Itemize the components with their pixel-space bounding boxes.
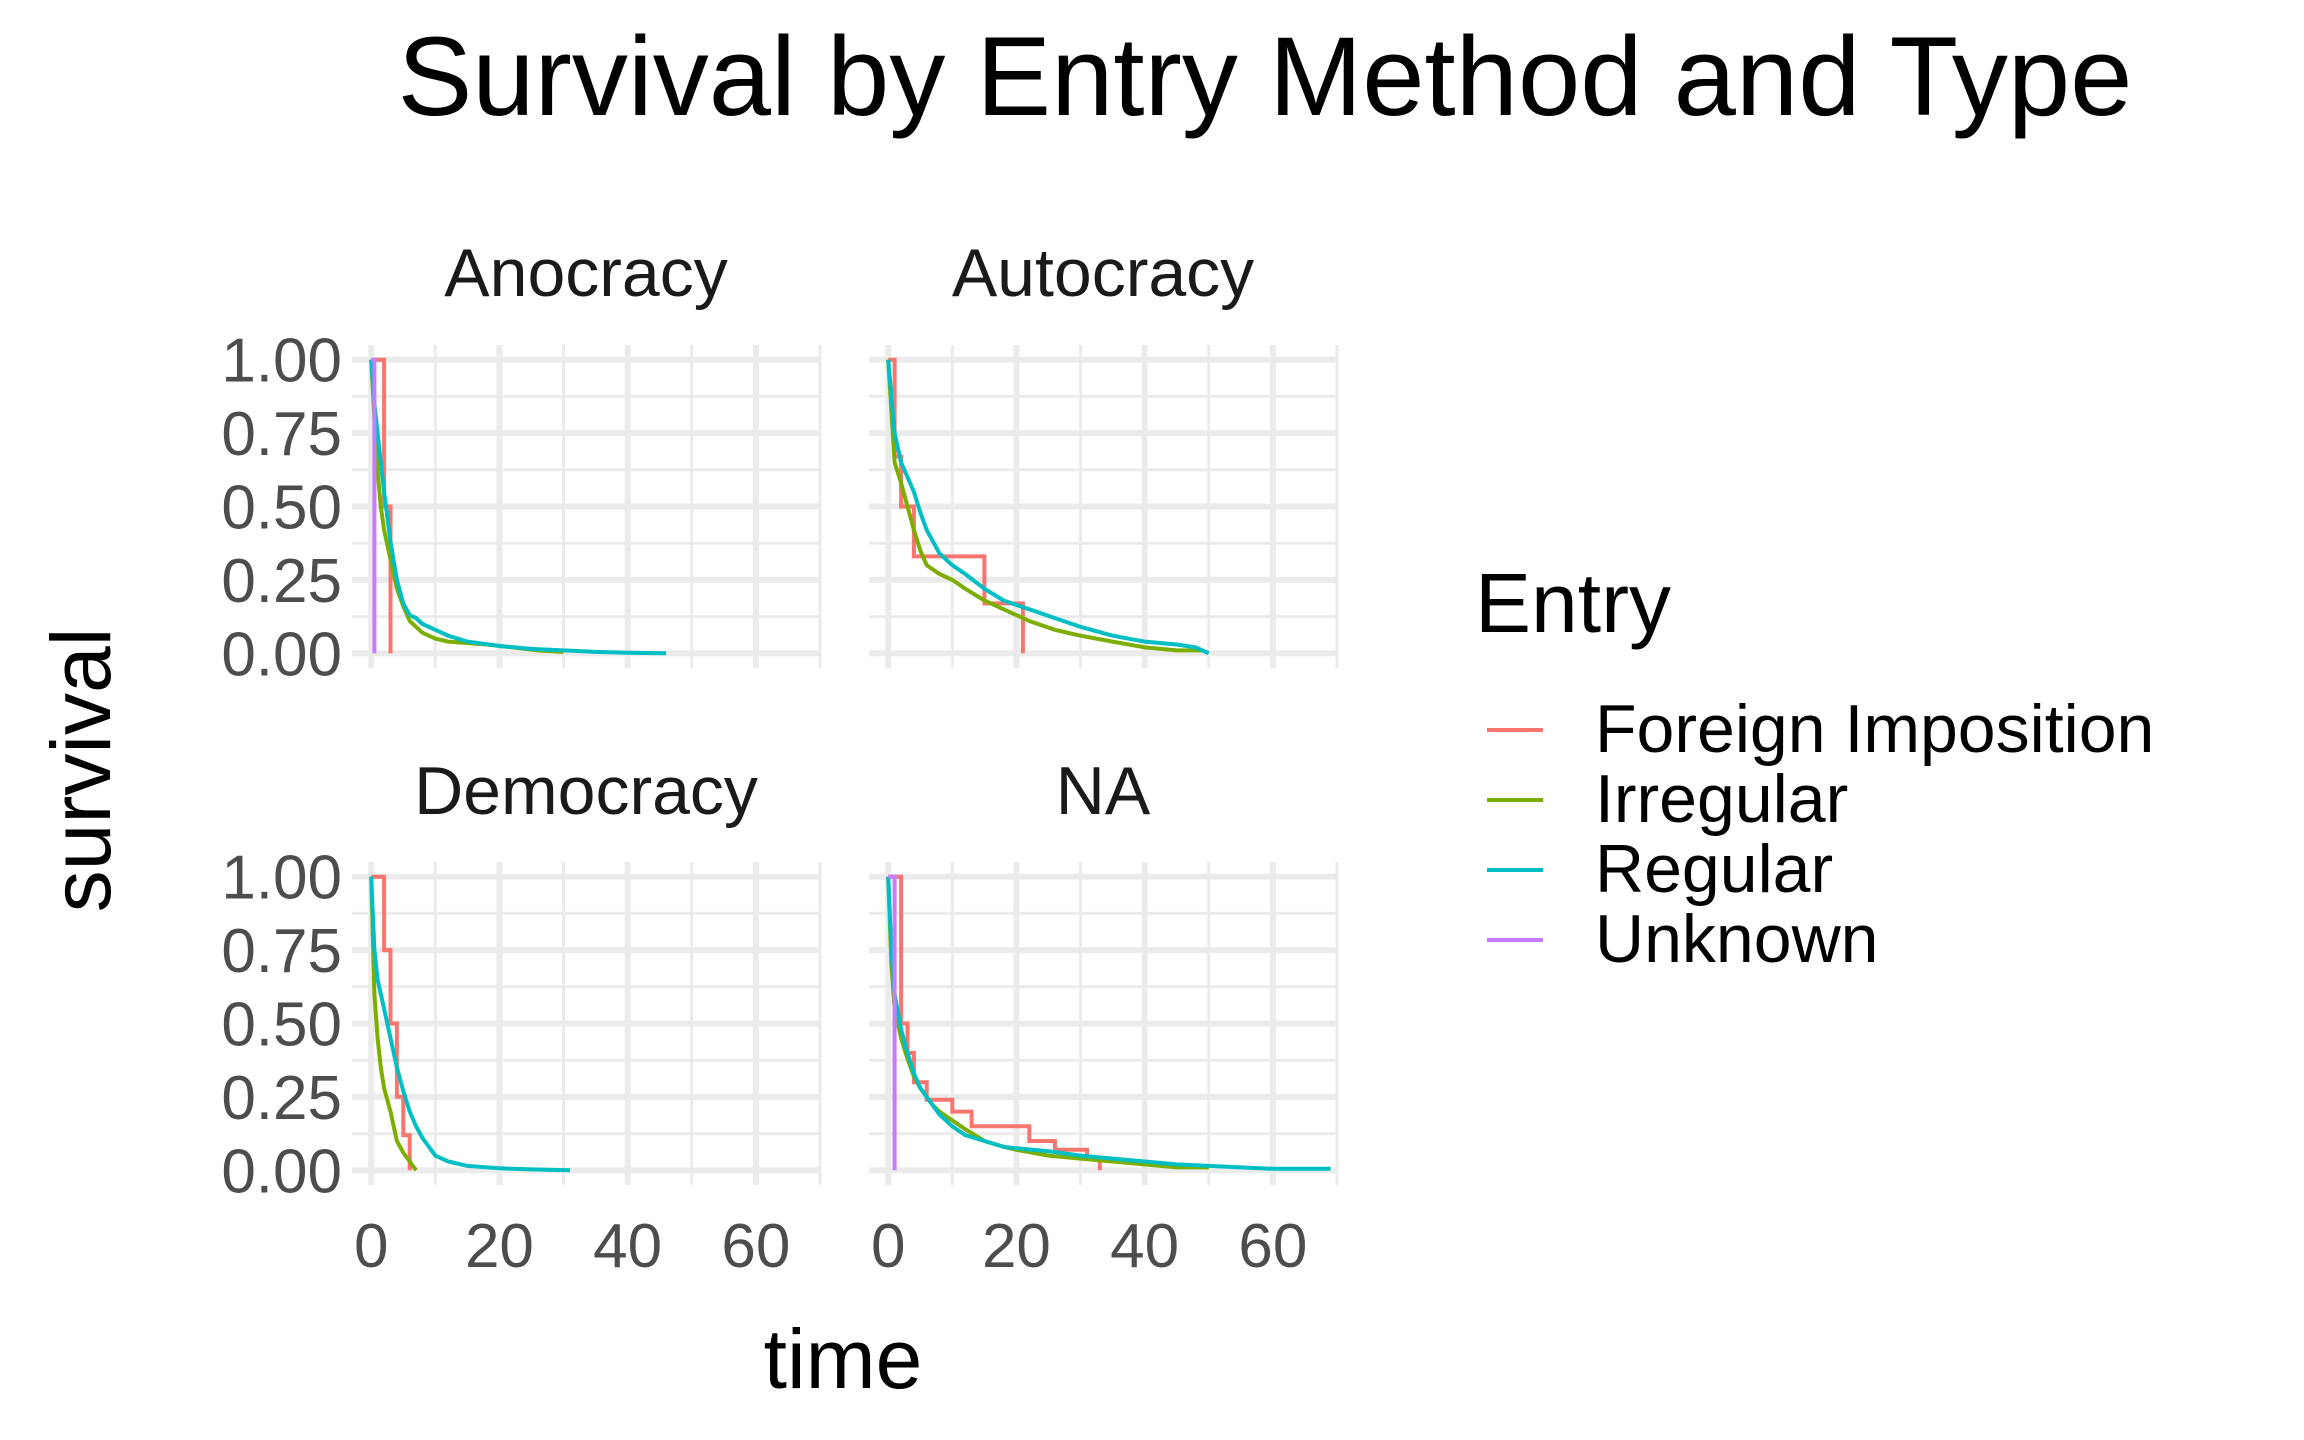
y-tick-label: 1.00 [221, 327, 342, 396]
series-line-unknown [888, 874, 897, 1171]
legend-label: Foreign Imposition [1595, 691, 2154, 767]
legend-item-regular: Regular [1487, 831, 1833, 907]
series-line-regular [369, 876, 571, 1173]
series-line-irregular [369, 876, 418, 1172]
x-tick-label: 0 [871, 1212, 905, 1281]
legend-title: Entry [1475, 556, 1671, 650]
series-line-irregular [886, 359, 1203, 653]
facet-panels: Anocracy0.000.250.500.751.00AutocracyDem… [221, 235, 1339, 1281]
panel-democracy: Democracy 0.000.250.500.751.00 0 20 40 60 [221, 753, 822, 1281]
y-tick-label: 0.25 [221, 1064, 342, 1133]
facet-title: NA [1056, 753, 1151, 829]
y-tick-label: 0.50 [221, 474, 342, 543]
x-tick-label: 60 [721, 1212, 790, 1281]
x-tick-label: 40 [1110, 1212, 1179, 1281]
y-axis-label: survival [34, 628, 128, 913]
x-tick-label: 0 [354, 1212, 388, 1281]
series-line-unknown [371, 357, 377, 654]
y-tick-label: 1.00 [221, 844, 342, 913]
facet-title: Anocracy [444, 235, 727, 311]
legend-label: Irregular [1595, 761, 1848, 837]
facet-title: Democracy [414, 753, 758, 829]
y-tick-label: 0.75 [221, 400, 342, 469]
legend: Entry Foreign ImpositionIrregularRegular… [1475, 556, 2154, 977]
legend-label: Unknown [1595, 901, 1879, 977]
series-line-foreign-imposition [371, 874, 412, 1171]
legend-item-irregular: Irregular [1487, 761, 1848, 837]
x-tick-label: 60 [1238, 1212, 1307, 1281]
x-tick-label: 20 [982, 1212, 1051, 1281]
chart-title: Survival by Entry Method and Type [398, 14, 2133, 139]
x-axis-label: time [764, 1312, 923, 1406]
panel-autocracy: Autocracy [869, 235, 1339, 668]
legend-item-foreign-imposition: Foreign Imposition [1487, 691, 2154, 767]
series-line-foreign-imposition [888, 874, 1102, 1171]
y-tick-label: 0.75 [221, 917, 342, 986]
x-tick-label: 20 [465, 1212, 534, 1281]
y-tick-label: 0.25 [221, 547, 342, 616]
legend-item-unknown: Unknown [1487, 901, 1879, 977]
y-tick-label: 0.50 [221, 991, 342, 1060]
series-line-regular [886, 876, 1331, 1171]
series-line-regular [886, 359, 1210, 656]
x-tick-label: 40 [593, 1212, 662, 1281]
series-line-regular [369, 359, 667, 656]
legend-items: Foreign ImpositionIrregularRegularUnknow… [1487, 691, 2154, 977]
y-tick-label: 0.00 [221, 1137, 342, 1206]
panel-na: NA 0 20 40 60 [869, 753, 1339, 1281]
series-line-irregular [886, 876, 1209, 1170]
panel-anocracy: Anocracy 0.000.250.500.751.00 [221, 235, 822, 689]
legend-label: Regular [1595, 831, 1833, 907]
y-tick-label: 0.00 [221, 620, 342, 689]
facet-title: Autocracy [952, 235, 1254, 311]
